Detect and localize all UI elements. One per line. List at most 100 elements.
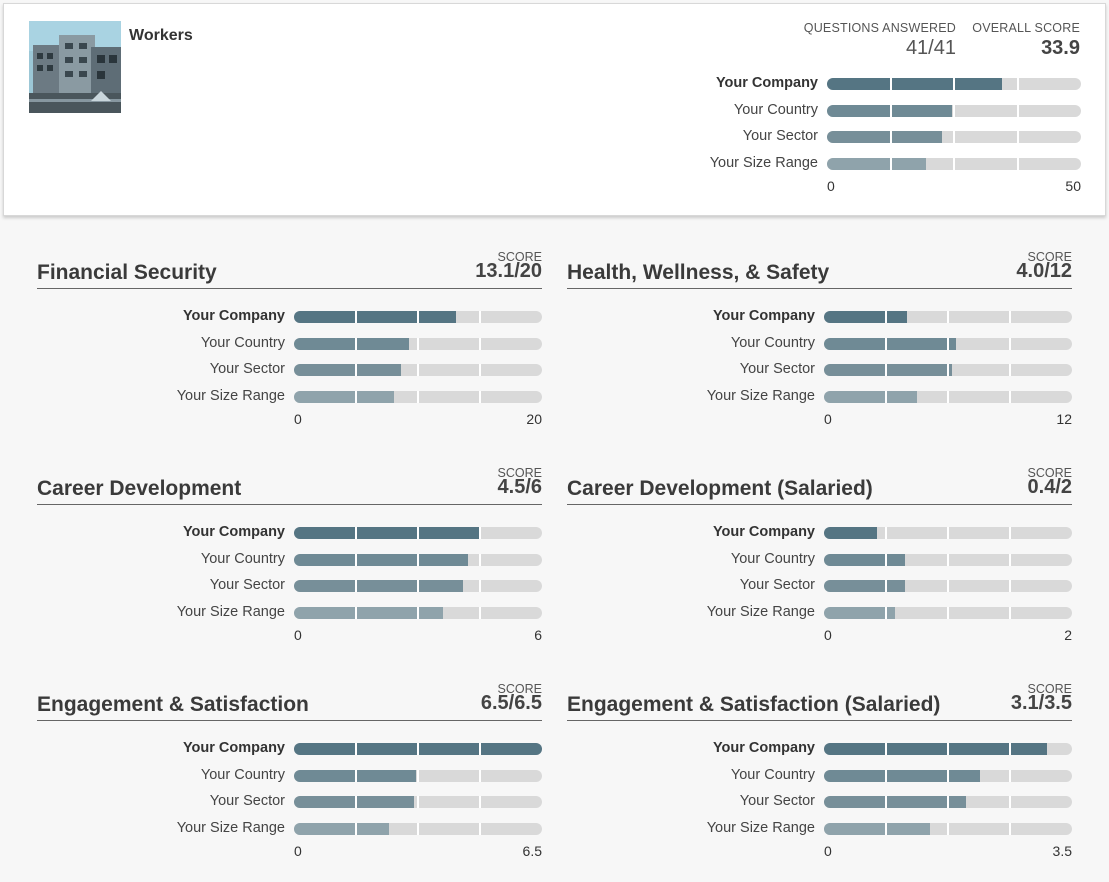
your-size-range-bar (294, 822, 542, 835)
your-size-range-bar (294, 390, 542, 403)
gridline (947, 606, 949, 619)
axis-max-label: 50 (1065, 178, 1081, 194)
your-company-label: Your Company (712, 308, 815, 324)
your-size-range-bar (824, 606, 1072, 619)
gridline (885, 337, 887, 350)
your-company-label: Your Company (712, 524, 815, 540)
questions-answered: QUESTIONS ANSWERED 41/41 (804, 21, 956, 60)
your-size-range-label: Your Size Range (176, 387, 285, 404)
your-sector-bar-fill (824, 580, 905, 592)
gridline (947, 390, 949, 403)
your-company-label: Your Company (715, 75, 818, 91)
your-sector-bar-fill (824, 364, 953, 376)
your-company-label: Your Company (182, 740, 285, 756)
page-title: Workers (129, 27, 193, 44)
gridline (1016, 157, 1019, 170)
your-sector-label: Your Sector (209, 361, 285, 377)
section-title: Engagement & Satisfaction (37, 693, 309, 716)
your-company-bar-fill (824, 527, 878, 539)
gridline (1009, 796, 1011, 808)
gridline (885, 311, 887, 323)
your-company-bar (824, 527, 1072, 539)
your-size-range-label: Your Size Range (709, 154, 818, 171)
gridline (355, 337, 357, 350)
gridline (355, 311, 357, 323)
score-section: SCORE Financial Security 13.1/20 Your Compa… (37, 250, 542, 450)
gridline (947, 311, 949, 323)
axis-max-label: 6 (534, 627, 542, 643)
your-size-range-label: Your Size Range (176, 603, 285, 620)
section-score: 3.1/3.5 (1010, 692, 1072, 714)
your-sector-bar (824, 580, 1072, 592)
your-size-range-label: Your Size Range (706, 819, 815, 836)
gridline (479, 796, 481, 808)
gridline (355, 769, 357, 782)
your-company-bar-fill (294, 527, 480, 539)
your-size-range-bar (294, 606, 542, 619)
gridline (885, 796, 887, 808)
gridline (953, 157, 955, 170)
section-divider (567, 720, 1072, 721)
your-company-label: Your Company (182, 308, 285, 324)
your-size-range-bar (824, 390, 1072, 403)
your-company-bar (294, 743, 542, 755)
your-sector-bar (294, 364, 542, 376)
score-section: SCORE Health, Wellness, & Safety 4.0/12 You… (567, 250, 1072, 450)
your-company-bar (294, 311, 542, 323)
gridline (1016, 104, 1019, 117)
score-section: SCORE Engagement & Satisfaction (Salaried… (567, 682, 1072, 882)
your-country-bar-fill (824, 769, 980, 782)
gridline (947, 743, 949, 755)
gridline (417, 743, 419, 755)
axis-max-label: 12 (1056, 411, 1072, 427)
gridline (417, 769, 419, 782)
your-company-bar-fill (824, 311, 907, 323)
section-score: 4.0/12 (1016, 260, 1072, 282)
section-divider (567, 504, 1072, 505)
gridline (1009, 390, 1011, 403)
section-title: Health, Wellness, & Safety (567, 261, 830, 284)
gridline (1009, 769, 1011, 782)
gridline (479, 769, 481, 782)
gridline (355, 390, 357, 403)
your-sector-label: Your Sector (209, 793, 285, 809)
gridline (953, 131, 955, 143)
gridline (355, 527, 357, 539)
your-country-label: Your Country (200, 334, 285, 351)
section-title: Career Development (37, 477, 242, 500)
gridline (1009, 822, 1011, 835)
section-score: 4.5/6 (497, 476, 542, 498)
your-sector-bar (294, 796, 542, 808)
gridline (355, 796, 357, 808)
gridline (479, 364, 481, 376)
gridline (479, 311, 481, 323)
gridline (1009, 580, 1011, 592)
overall-score: OVERALL SCORE 33.9 (972, 21, 1080, 60)
gridline (417, 580, 419, 592)
your-company-bar (827, 78, 1081, 90)
section-divider (37, 288, 542, 289)
your-sector-label: Your Sector (739, 793, 815, 809)
your-size-range-bar (827, 157, 1081, 170)
score-caption: SCORE (1027, 250, 1072, 264)
gridline (885, 822, 887, 835)
your-country-bar (824, 553, 1072, 566)
axis-min-label: 0 (294, 627, 302, 643)
your-country-label: Your Country (200, 766, 285, 783)
your-country-bar-fill (294, 337, 410, 350)
gridline (885, 743, 887, 755)
your-sector-label: Your Sector (739, 577, 815, 593)
overall-score-label: OVERALL SCORE (972, 21, 1080, 35)
section-title: Career Development (Salaried) (567, 477, 873, 500)
gridline (479, 606, 481, 619)
gridline (417, 553, 419, 566)
gridline (889, 157, 892, 170)
your-sector-bar-fill (294, 796, 415, 808)
your-sector-label: Your Sector (742, 128, 818, 144)
score-caption: SCORE (1027, 466, 1072, 480)
gridline (953, 104, 955, 117)
gridline (417, 390, 419, 403)
your-country-bar-fill (824, 553, 905, 566)
your-sector-bar (824, 364, 1072, 376)
your-country-bar (294, 553, 542, 566)
